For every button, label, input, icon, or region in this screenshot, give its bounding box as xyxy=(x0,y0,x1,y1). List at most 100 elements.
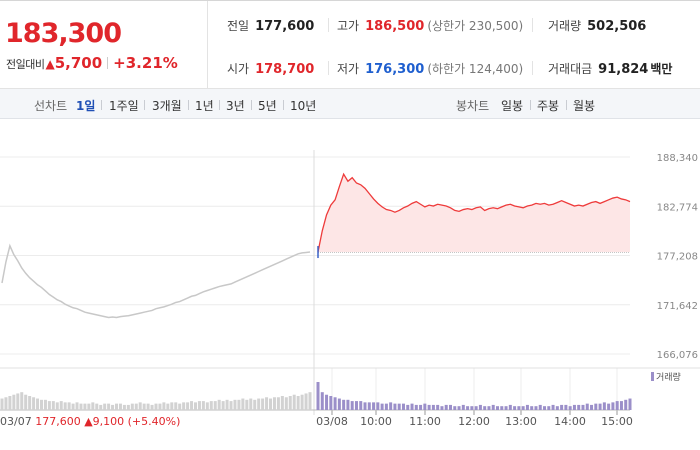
prev-volume-bar xyxy=(24,394,28,410)
prev-volume-bar xyxy=(79,403,83,410)
prev-volume-bar xyxy=(209,401,213,410)
today-volume-bar xyxy=(363,402,367,410)
prev-volume-bar xyxy=(304,393,308,410)
stat-low: 저가 176,300 (하한가 124,400) xyxy=(337,62,524,77)
prev-volume-bar xyxy=(115,403,119,410)
prev-volume-bar xyxy=(288,396,292,410)
today-volume-bar xyxy=(380,403,384,410)
today-volume-bar xyxy=(602,402,606,410)
today-volume-bar xyxy=(337,398,341,410)
today-volume-bar xyxy=(628,398,632,410)
today-volume-bar xyxy=(470,406,474,410)
today-volume-bar xyxy=(427,404,431,410)
today-volume-bar xyxy=(534,406,538,410)
prev-volume-bar xyxy=(217,399,221,410)
tab-3y[interactable]: 3년 xyxy=(226,99,245,113)
today-volume-bar xyxy=(615,401,619,410)
x-tick-label: 12:00 xyxy=(458,415,490,428)
change-amount: 5,700 xyxy=(54,54,103,72)
x-tick-label: 13:00 xyxy=(505,415,537,428)
today-volume-bar xyxy=(359,401,363,410)
today-volume-bar xyxy=(466,406,470,410)
prev-volume-bar xyxy=(186,402,190,410)
today-volume-bar xyxy=(372,402,376,410)
today-volume-bar xyxy=(624,399,628,410)
prev-volume-bar xyxy=(162,402,166,410)
change-label: 전일대비 xyxy=(6,58,45,71)
today-volume-bar xyxy=(393,403,397,410)
prev-volume-bar xyxy=(241,398,245,410)
prev-volume-bar xyxy=(107,403,111,410)
prev-volume-bar xyxy=(20,392,24,410)
y-tick-label: 166,076 xyxy=(657,350,698,361)
prev-volume-bar xyxy=(150,404,154,410)
today-volume-bar xyxy=(329,396,333,410)
tab-1y[interactable]: 1년 xyxy=(195,99,214,113)
prev-volume-bar xyxy=(154,403,158,410)
tab-10y[interactable]: 10년 xyxy=(290,99,317,113)
today-volume-bar xyxy=(474,406,478,410)
today-volume-bar xyxy=(350,401,354,410)
prev-volume-bar xyxy=(43,399,47,410)
today-volume-bar xyxy=(551,404,555,410)
today-volume-bar xyxy=(598,403,602,410)
today-series xyxy=(317,172,631,253)
today-volume-bar xyxy=(423,403,427,410)
prev-volume-bar xyxy=(122,404,126,410)
today-volume-bar xyxy=(333,397,337,410)
prev-volume-bar xyxy=(8,396,12,410)
today-volume-bar xyxy=(367,402,371,410)
today-volume-bar xyxy=(487,406,491,410)
prev-volume-bar xyxy=(265,397,269,410)
today-volume-bar xyxy=(611,402,615,410)
prev-volume-bar xyxy=(118,403,122,410)
prev-volume-bar xyxy=(182,402,186,410)
today-volume-bar xyxy=(564,404,568,410)
prev-volume-bar xyxy=(4,397,8,410)
prev-volume-bar xyxy=(201,401,205,410)
tab-1w[interactable]: 1주일 xyxy=(109,99,139,113)
prev-volume-bar xyxy=(197,401,201,410)
today-volume-bar xyxy=(325,394,329,410)
stat-prev-close: 전일 177,600 xyxy=(227,19,315,34)
today-volume-bar xyxy=(431,404,435,410)
x-tick-label: 10:00 xyxy=(360,415,392,428)
prev-volume-bar xyxy=(272,397,276,410)
prev-volume-bar xyxy=(292,394,296,410)
today-volume-bar xyxy=(508,404,512,410)
today-volume-bar xyxy=(397,403,401,410)
today-volume-bar xyxy=(354,401,358,410)
today-volume-bar xyxy=(342,399,346,410)
today-volume-bar xyxy=(619,401,623,410)
today-volume-bar xyxy=(590,404,594,410)
today-volume-bar xyxy=(478,404,482,410)
today-volume-bar xyxy=(406,404,410,410)
stat-volume: 거래량 502,506 xyxy=(548,19,647,34)
prev-volume-bar xyxy=(170,402,174,410)
prev-volume-bar xyxy=(142,403,146,410)
prev-volume-bar xyxy=(300,394,304,410)
volume-legend: 거래량 xyxy=(656,371,681,383)
tab-daily[interactable]: 일봉 xyxy=(501,99,524,113)
tab-3m[interactable]: 3개월 xyxy=(152,99,182,113)
today-volume-bar xyxy=(376,402,380,410)
prev-day-series xyxy=(1,243,311,319)
prev-volume-bar xyxy=(63,402,67,410)
tab-monthly[interactable]: 월봉 xyxy=(573,99,596,113)
x-tick-label: 15:00 xyxy=(601,415,633,428)
prev-volume-bar xyxy=(95,403,99,410)
today-volume-bar xyxy=(414,404,418,410)
prev-volume-bar xyxy=(71,403,75,410)
today-volume-bar xyxy=(568,406,572,410)
prev-volume-bar xyxy=(284,397,288,410)
tab-1d[interactable]: 1일 xyxy=(76,99,96,113)
today-volume-bar xyxy=(585,403,589,410)
today-volume-bar xyxy=(500,406,504,410)
tab-5y[interactable]: 5년 xyxy=(258,99,277,113)
today-volume-bar xyxy=(440,406,444,410)
prev-volume-bar xyxy=(0,398,4,410)
tab-weekly[interactable]: 주봉 xyxy=(537,99,560,113)
y-tick-label: 188,340 xyxy=(657,153,698,164)
today-volume-bar xyxy=(538,404,542,410)
